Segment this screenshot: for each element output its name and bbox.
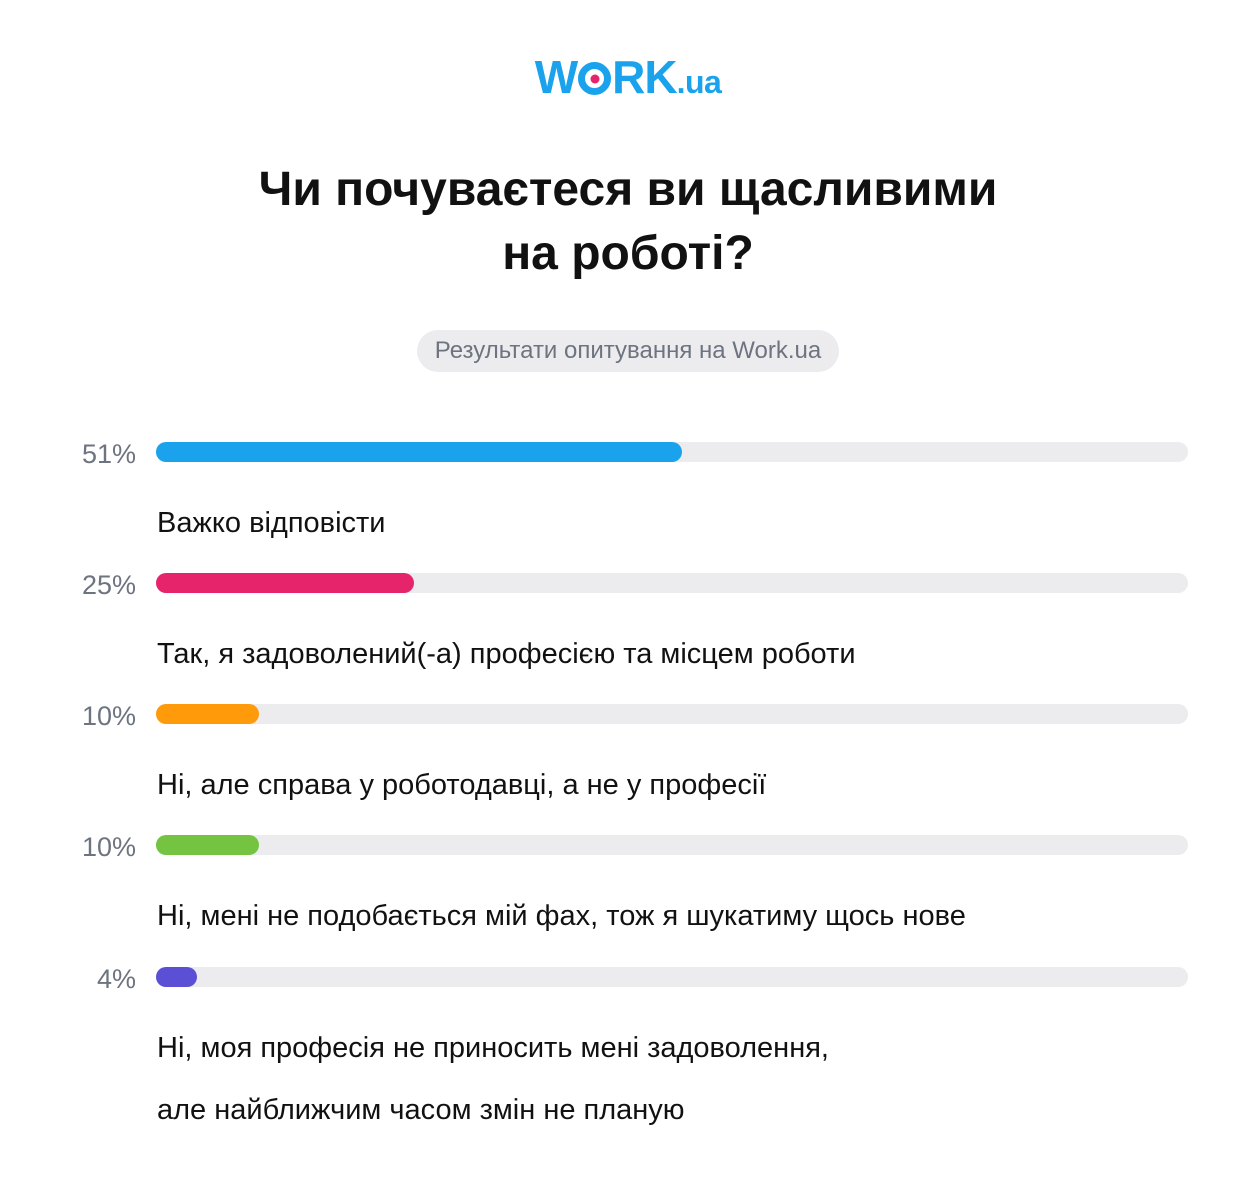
logo-letters-rk: RK — [612, 51, 677, 103]
bar-fill — [156, 442, 682, 462]
title-line-1: Чи почуваєтеся ви щасливими — [258, 163, 998, 216]
bar-track — [156, 442, 1188, 462]
percent-label: 10% — [81, 701, 136, 731]
percent-label: 51% — [81, 439, 136, 469]
bar-fill — [156, 835, 259, 855]
answer-label-line: Так, я задоволений(-а) професією та місц… — [157, 638, 856, 670]
bar-track — [156, 967, 1188, 987]
subtitle-container: Результати опитування на Work.ua — [0, 330, 1256, 372]
work-ua-logo: W RK.ua — [0, 54, 1256, 100]
bar-fill — [156, 573, 414, 593]
answer-label-line: Ні, мені не подобається мій фах, тож я ш… — [157, 900, 966, 932]
answer-label: Ні, мені не подобається мій фах, тож я ш… — [157, 885, 1217, 947]
percent-label: 25% — [81, 570, 136, 600]
bar-track — [156, 835, 1188, 855]
answer-label-line: Ні, моя професія не приносить мені задов… — [157, 1032, 829, 1064]
answer-label: Важко відповісти — [157, 492, 1217, 554]
percent-label: 10% — [81, 832, 136, 862]
answer-label-line: Ні, але справа у роботодавці, а не у про… — [157, 769, 767, 801]
bar-fill — [156, 967, 197, 987]
bar-track — [156, 704, 1188, 724]
answer-label-line: Важко відповісти — [157, 507, 386, 539]
answer-label: Так, я задоволений(-а) професією та місц… — [157, 623, 1217, 685]
subtitle-badge: Результати опитування на Work.ua — [416, 330, 840, 372]
answer-label: Ні, моя професія не приносить мені задов… — [157, 1017, 1217, 1141]
answer-label-line: але найближчим часом змін не планую — [157, 1094, 685, 1126]
bar-track — [156, 573, 1188, 593]
logo-letter-w: W — [534, 51, 578, 103]
answer-label: Ні, але справа у роботодавці, а не у про… — [157, 754, 1217, 816]
logo-o-icon — [578, 62, 612, 95]
title-line-2: на роботі? — [502, 227, 754, 280]
percent-label: 4% — [96, 964, 136, 994]
page-title: Чи почуваєтеся ви щасливими на роботі? — [0, 158, 1256, 286]
bar-fill — [156, 704, 259, 724]
logo-tld: .ua — [676, 64, 722, 100]
